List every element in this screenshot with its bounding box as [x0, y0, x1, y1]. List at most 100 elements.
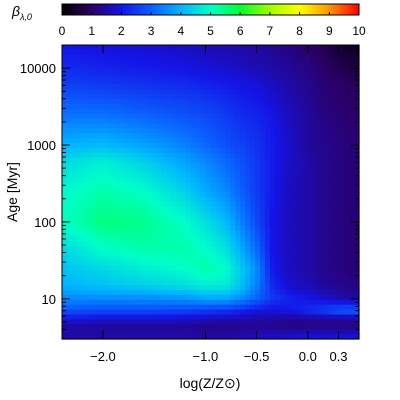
heatmap-cell [284, 45, 291, 51]
heatmap-cell [314, 231, 320, 237]
heatmap-cell [269, 221, 276, 227]
heatmap-cell [354, 260, 360, 267]
heatmap-cell [116, 329, 122, 335]
heatmap-cell [170, 84, 177, 90]
heatmap-cell [106, 182, 113, 188]
heatmap-cell [339, 226, 345, 232]
heatmap-cell [240, 128, 246, 134]
heatmap-cell [185, 192, 192, 198]
heatmap-cell [260, 236, 266, 242]
heatmap-cell [146, 133, 152, 139]
heatmap-cell [269, 280, 276, 286]
heatmap-cell [96, 103, 103, 110]
heatmap-cell [66, 216, 73, 222]
heatmap-cell [255, 236, 261, 242]
heatmap-cell [215, 245, 221, 252]
heatmap-cell [86, 59, 93, 66]
heatmap-cell [349, 103, 355, 110]
heatmap-cell [71, 152, 78, 159]
heatmap-cell [81, 192, 88, 198]
heatmap-cell [106, 201, 113, 208]
heatmap-cell [215, 334, 221, 340]
heatmap-cell [349, 290, 355, 296]
heatmap-cell [309, 157, 316, 164]
heatmap-cell [299, 172, 306, 178]
heatmap-cell [91, 54, 98, 61]
heatmap-cell [264, 245, 271, 252]
heatmap-cell [200, 74, 207, 80]
heatmap-cell [255, 255, 261, 262]
heatmap-cell [334, 231, 340, 237]
heatmap-cell [245, 260, 251, 267]
heatmap-cell [180, 162, 187, 169]
heatmap-cell [66, 285, 73, 291]
heatmap-cell [354, 270, 360, 276]
heatmap-cell [91, 113, 98, 120]
heatmap-cell [230, 285, 236, 291]
heatmap-cell [354, 275, 360, 281]
heatmap-cell [151, 192, 157, 198]
heatmap-cell [81, 54, 88, 61]
heatmap-cell [146, 49, 152, 56]
heatmap-cell [264, 192, 271, 198]
heatmap-cell [250, 231, 256, 237]
heatmap-cell [76, 255, 83, 262]
heatmap-cell [264, 314, 271, 320]
heatmap-cell [264, 309, 271, 316]
heatmap-cell [255, 94, 261, 100]
heatmap-cell [309, 108, 316, 115]
heatmap-cell [91, 334, 98, 340]
heatmap-cell [294, 143, 301, 149]
heatmap-cell [210, 147, 217, 154]
heatmap-cell [111, 45, 118, 51]
heatmap-cell [195, 147, 202, 154]
heatmap-cell [339, 309, 345, 316]
heatmap-cell [91, 128, 98, 134]
heatmap-cell [106, 94, 113, 100]
heatmap-cell [334, 138, 340, 144]
heatmap-cell [220, 167, 226, 173]
heatmap-cell [156, 143, 162, 149]
heatmap-cell [156, 299, 162, 306]
heatmap-cell [294, 304, 301, 311]
heatmap-cell [185, 319, 192, 325]
heatmap-cell [111, 275, 118, 281]
heatmap-cell [225, 309, 231, 316]
heatmap-cell [240, 84, 246, 90]
heatmap-cell [81, 118, 88, 124]
heatmap-cell [111, 270, 118, 276]
heatmap-cell [161, 54, 167, 61]
heatmap-cell [240, 74, 246, 80]
heatmap-cell [170, 201, 177, 208]
heatmap-cell [334, 196, 340, 203]
heatmap-cell [195, 314, 202, 320]
heatmap-cell [180, 64, 187, 71]
heatmap-cell [126, 138, 132, 144]
heatmap-cell [235, 49, 241, 56]
heatmap-cell [309, 275, 316, 281]
heatmap-cell [81, 280, 88, 286]
heatmap-cell [235, 241, 241, 247]
heatmap-cell [269, 275, 276, 281]
heatmap-cell [161, 157, 167, 164]
heatmap-cell [245, 84, 251, 90]
heatmap-cell [81, 98, 88, 105]
heatmap-cell [235, 152, 241, 159]
heatmap-cell [62, 260, 68, 267]
heatmap-cell [334, 182, 340, 188]
heatmap-cell [116, 270, 122, 276]
heatmap-cell [339, 196, 345, 203]
heatmap-cell [161, 329, 167, 335]
heatmap-cell [344, 143, 350, 149]
heatmap-cell [264, 260, 271, 267]
heatmap-cell [151, 241, 157, 247]
heatmap-cell [185, 143, 192, 149]
heatmap-cell [299, 319, 306, 325]
heatmap-cell [151, 84, 157, 90]
heatmap-cell [309, 89, 316, 95]
heatmap-cell [126, 89, 132, 95]
heatmap-cell [200, 64, 207, 71]
heatmap-cell [205, 152, 212, 159]
heatmap-cell [210, 118, 217, 124]
heatmap-cell [250, 172, 256, 178]
